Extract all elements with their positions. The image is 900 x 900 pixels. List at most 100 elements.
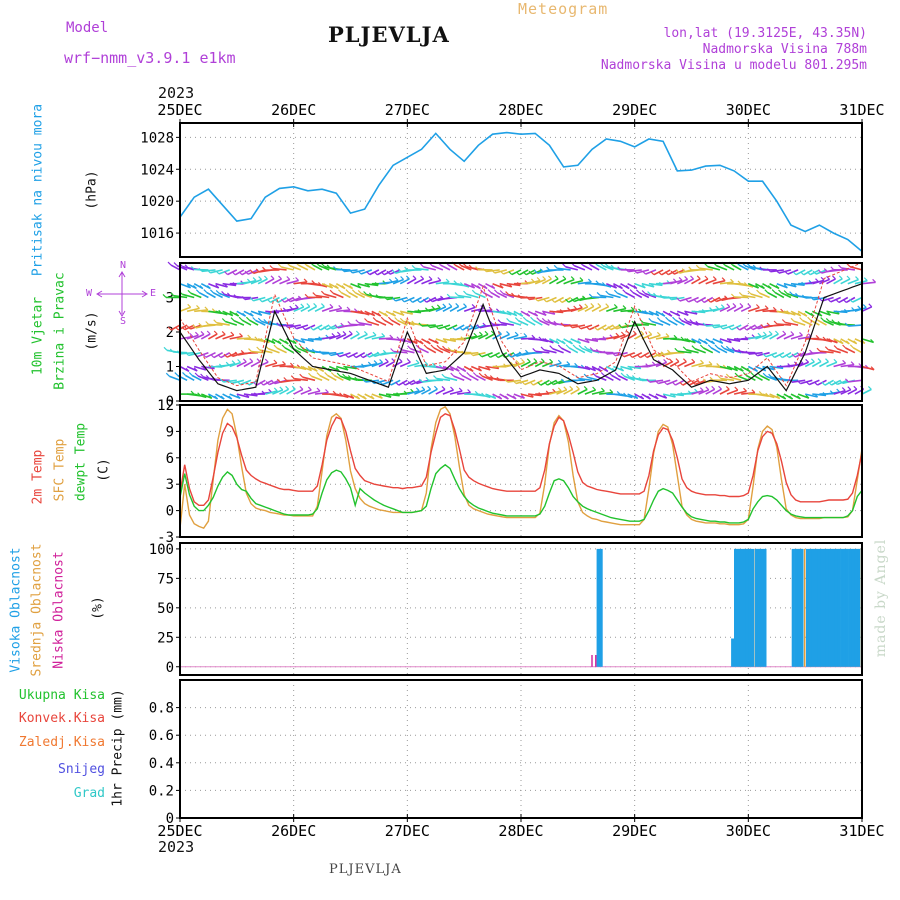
wind-barb-flag <box>522 316 527 321</box>
wind-barb-flag <box>292 297 297 302</box>
wind-barb <box>294 377 308 382</box>
wind-barb-flag <box>595 348 600 353</box>
wind-barb <box>603 374 614 382</box>
wind-barb <box>307 390 321 395</box>
wind-barb-flag <box>870 338 875 343</box>
wind-barb <box>570 279 584 285</box>
wind-barb-flag <box>273 387 278 392</box>
wind-barb-flag <box>558 298 563 303</box>
wind-barb-flag <box>437 277 442 281</box>
wind-barb-flag <box>827 381 832 386</box>
wind-barb <box>811 360 822 368</box>
wind-barb <box>513 335 528 340</box>
wind-barb-flag <box>455 302 460 307</box>
wind-barb-flag <box>541 317 546 322</box>
wind-barb-flag <box>286 276 291 280</box>
wind-barb-flag <box>316 326 321 331</box>
wind-barb-flag <box>451 326 456 331</box>
wind-barb <box>852 347 863 354</box>
wind-barb <box>328 365 340 372</box>
wind-barb <box>249 319 259 326</box>
wind-barb-flag <box>478 353 483 358</box>
wind-barb-flag <box>575 385 580 390</box>
wind-barb-flag <box>499 290 504 294</box>
wind-barb-flag <box>758 391 763 395</box>
wind-barb-flag <box>700 359 704 364</box>
wind-barb <box>426 347 437 354</box>
product-title: Meteogram <box>518 0 609 18</box>
wind-barb <box>762 393 775 399</box>
wind-barb <box>777 323 792 326</box>
wind-barb-flag <box>286 298 291 303</box>
wind-barb-flag <box>435 325 440 330</box>
wind-barb <box>755 365 767 372</box>
wind-barb-flag <box>185 351 190 356</box>
wind-barb <box>276 347 287 354</box>
wind-barb <box>506 310 518 317</box>
wind-barb-flag <box>654 380 659 384</box>
wind-barb <box>712 279 726 285</box>
wind-barb <box>470 365 482 372</box>
high-cloud-bar <box>808 548 812 667</box>
wind-barb-flag <box>540 346 545 351</box>
wind-barb <box>833 310 848 314</box>
wind-barb-flag <box>574 362 579 367</box>
wind-barb-flag <box>600 372 605 376</box>
wind-barb-flag <box>755 304 760 308</box>
wind-barb <box>527 279 541 285</box>
wind-barb <box>201 393 213 400</box>
wind-barb <box>236 361 247 368</box>
wind-barb <box>401 349 415 354</box>
wind-barb-flag <box>719 339 724 344</box>
wind-barb-flag <box>356 395 361 400</box>
wind-barb-flag <box>716 362 721 367</box>
wind-barb-flag <box>476 285 481 289</box>
wind-barb <box>456 305 467 313</box>
wind-barb <box>461 374 472 382</box>
wind-barb <box>698 363 713 368</box>
wind-barb <box>755 334 767 340</box>
wind-barb <box>315 351 330 354</box>
wind-barb-flag <box>530 316 534 321</box>
wind-barb-flag <box>842 359 847 364</box>
wind-barb <box>642 321 657 326</box>
wind-barb-flag <box>533 358 538 363</box>
wind-barb <box>732 264 742 271</box>
wind-barb-flag <box>693 298 698 303</box>
wind-barb-flag <box>270 275 275 280</box>
wind-barb-flag <box>259 381 264 386</box>
wind-barb <box>244 351 259 355</box>
wind-barb-flag <box>605 290 610 295</box>
wind-barb-flag <box>433 385 438 390</box>
wind-barb <box>750 293 763 299</box>
wind-barb-flag <box>357 270 362 275</box>
wind-barb-flag <box>332 390 337 395</box>
y-tick-label: 9 <box>166 424 174 440</box>
high-cloud-bar <box>857 548 861 667</box>
wind-barb-flag <box>499 284 504 289</box>
wind-barb <box>570 306 583 313</box>
wind-barb-flag <box>747 303 752 308</box>
wind-barb <box>314 305 325 313</box>
high-cloud-bar <box>599 548 603 667</box>
x-tick-label-top: 27DEC <box>385 101 430 119</box>
wind-barb <box>627 365 642 370</box>
wind-barb <box>774 291 785 299</box>
wind-barb-flag <box>258 311 263 316</box>
wind-barb <box>753 374 763 381</box>
high-cloud-bar <box>791 548 795 667</box>
wind-barb-flag <box>231 360 236 365</box>
high-cloud-bar <box>848 548 852 667</box>
wind-barb <box>250 338 265 343</box>
wind-barb-flag <box>837 320 842 325</box>
wind-barb-flag <box>453 280 458 285</box>
wind-barb-flag <box>676 312 681 317</box>
wind-barb <box>598 282 612 288</box>
wind-barb-flag <box>221 330 226 335</box>
wind-barb <box>676 360 687 368</box>
wind-barb <box>710 347 721 354</box>
wind-barb-flag <box>685 298 689 303</box>
wind-barb <box>644 292 657 299</box>
wind-barb-flag <box>695 264 700 269</box>
station-title: PLJEVLJA <box>328 22 450 47</box>
